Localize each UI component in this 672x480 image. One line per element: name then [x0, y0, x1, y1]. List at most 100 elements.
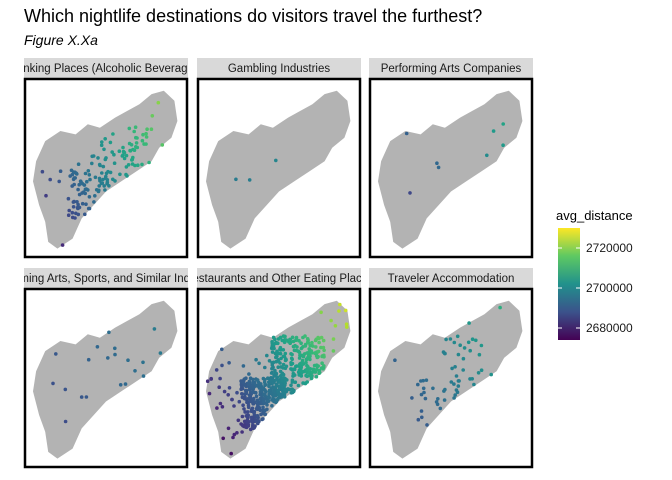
venue-point: [144, 131, 148, 136]
venue-point: [234, 177, 238, 182]
venue-point: [80, 182, 85, 186]
venue-point: [316, 349, 321, 354]
venue-point: [226, 426, 231, 431]
venue-point: [421, 386, 426, 391]
venue-point: [295, 345, 299, 349]
venue-point: [272, 399, 276, 404]
venue-point: [296, 349, 301, 354]
venue-point: [134, 145, 138, 149]
venue-point: [267, 382, 271, 387]
venue-point: [128, 149, 133, 153]
venue-point: [132, 148, 137, 152]
venue-point: [298, 353, 302, 358]
venue-point: [276, 341, 280, 346]
venue-point: [296, 383, 301, 388]
venue-point: [73, 216, 77, 220]
venue-point: [498, 305, 502, 310]
venue-point: [101, 164, 106, 169]
venue-point: [294, 364, 298, 369]
venue-point: [68, 174, 72, 178]
venue-point: [269, 377, 273, 382]
venue-point: [283, 334, 287, 339]
venue-point: [448, 337, 453, 341]
venue-point: [240, 430, 244, 434]
facet-strip-label: Performing Arts Companies: [381, 63, 522, 75]
venue-point: [501, 143, 505, 147]
venue-point: [442, 398, 447, 402]
facet-strip-label: Traveler Accommodation: [388, 273, 515, 285]
venue-point: [283, 358, 288, 363]
venue-point: [160, 143, 165, 147]
facet-panel: Performing Arts, Sports, and Similar Ind…: [23, 268, 189, 469]
venue-point: [239, 387, 243, 392]
venue-point: [467, 321, 471, 325]
venue-point: [280, 371, 285, 376]
venue-point: [84, 202, 88, 206]
venue-point: [51, 381, 55, 386]
venue-point: [93, 194, 97, 198]
venue-point: [317, 340, 321, 345]
venue-point: [267, 388, 272, 393]
venue-point: [133, 369, 137, 373]
venue-point: [71, 205, 76, 209]
venue-point: [158, 351, 163, 355]
venue-point: [249, 409, 254, 414]
venue-point: [122, 156, 127, 161]
venue-point: [452, 340, 457, 345]
venue-point: [254, 406, 259, 411]
venue-point: [40, 169, 45, 174]
venue-point: [271, 360, 276, 365]
venue-point: [99, 143, 104, 147]
venue-point: [443, 387, 447, 392]
venue-point: [474, 338, 478, 343]
venue-point: [299, 374, 304, 378]
venue-point: [248, 376, 253, 381]
venue-point: [344, 322, 349, 327]
venue-point: [141, 132, 145, 137]
venue-point: [140, 138, 145, 143]
venue-point: [257, 361, 261, 366]
venue-point: [92, 200, 96, 204]
venue-point: [232, 404, 236, 408]
venue-point: [246, 397, 250, 401]
venue-point: [410, 396, 414, 400]
venue-point: [87, 206, 92, 211]
venue-point: [83, 212, 87, 217]
venue-point: [229, 451, 233, 456]
venue-point: [305, 374, 310, 379]
venue-point: [141, 374, 146, 378]
venue-point: [144, 142, 148, 146]
venue-point: [241, 423, 246, 428]
venue-point: [456, 384, 461, 388]
venue-point: [255, 398, 260, 403]
venue-point: [338, 302, 342, 307]
venue-point: [97, 184, 101, 188]
venue-point: [477, 352, 482, 357]
venue-point: [457, 379, 461, 383]
venue-point: [317, 371, 321, 376]
venue-point: [305, 380, 310, 384]
venue-point: [310, 374, 314, 378]
venue-point: [86, 169, 91, 173]
venue-point: [254, 357, 258, 362]
venue-point: [314, 367, 319, 372]
venue-point: [101, 177, 105, 182]
venue-point: [434, 400, 439, 404]
facet-strip-label: Gambling Industries: [228, 63, 331, 75]
venue-point: [126, 163, 131, 167]
venue-point: [242, 407, 246, 411]
venue-point: [97, 176, 102, 181]
venue-point: [242, 396, 247, 401]
venue-point: [288, 340, 293, 345]
venue-point: [247, 393, 252, 398]
venue-point: [235, 390, 239, 395]
venue-point: [48, 177, 52, 182]
venue-point: [93, 175, 98, 180]
venue-point: [393, 358, 397, 363]
venue-point: [244, 376, 248, 381]
venue-point: [69, 168, 74, 173]
venue-point: [100, 140, 104, 144]
venue-point: [284, 364, 289, 369]
venue-point: [207, 391, 212, 396]
venue-point: [87, 195, 92, 199]
